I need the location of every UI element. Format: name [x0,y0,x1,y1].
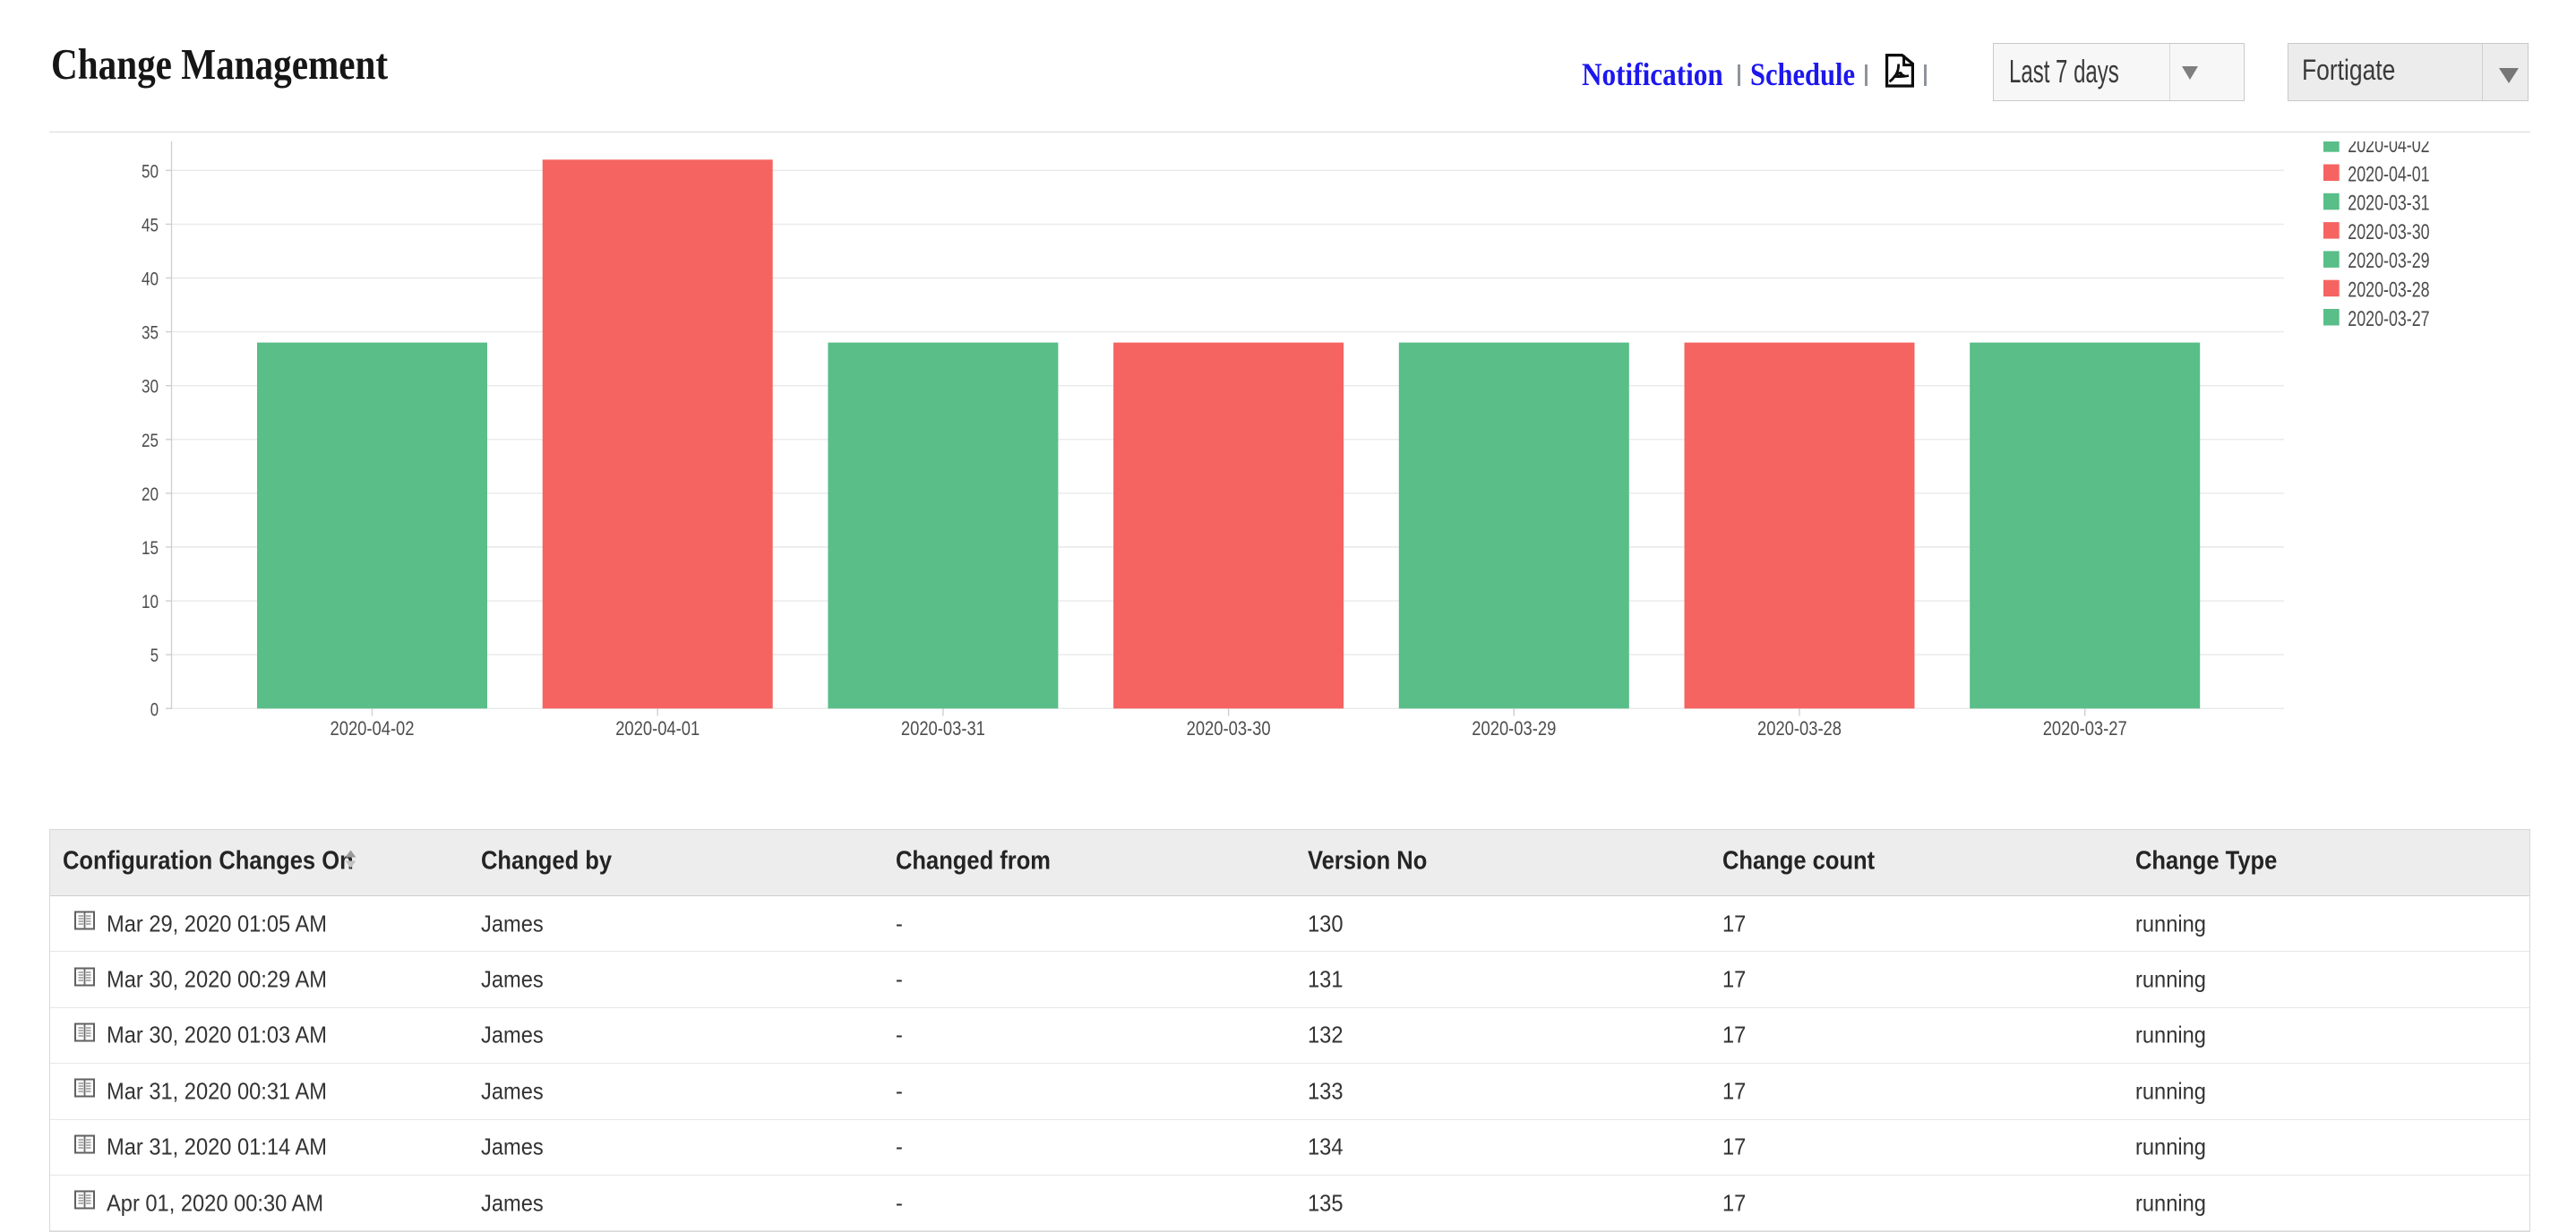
svg-text:2020-03-30: 2020-03-30 [2348,220,2429,244]
svg-text:2020-03-31: 2020-03-31 [901,717,985,740]
svg-text:2020-03-29: 2020-03-29 [1472,717,1556,740]
svg-text:2020-03-27: 2020-03-27 [2348,307,2429,331]
svg-text:15: 15 [142,538,159,559]
svg-text:5: 5 [150,646,159,666]
svg-text:10: 10 [142,592,159,612]
svg-text:2020-04-02: 2020-04-02 [2348,133,2429,158]
svg-text:2020-03-28: 2020-03-28 [1757,717,1842,740]
svg-text:2020-03-31: 2020-03-31 [2348,192,2429,216]
svg-text:2020-03-30: 2020-03-30 [1187,717,1271,740]
svg-text:2020-04-02: 2020-04-02 [331,717,415,740]
svg-text:45: 45 [142,215,159,235]
svg-text:2020-03-29: 2020-03-29 [2348,249,2429,273]
svg-text:2020-04-01: 2020-04-01 [2348,162,2429,186]
svg-text:40: 40 [142,270,159,290]
svg-text:30: 30 [142,377,159,398]
svg-text:35: 35 [142,323,159,344]
svg-text:50: 50 [142,161,159,182]
svg-text:0: 0 [150,699,159,720]
svg-text:25: 25 [142,431,159,451]
svg-text:2020-03-28: 2020-03-28 [2348,278,2429,303]
svg-text:20: 20 [142,484,159,505]
svg-text:2020-03-27: 2020-03-27 [2043,717,2127,740]
svg-text:2020-04-01: 2020-04-01 [615,717,700,740]
